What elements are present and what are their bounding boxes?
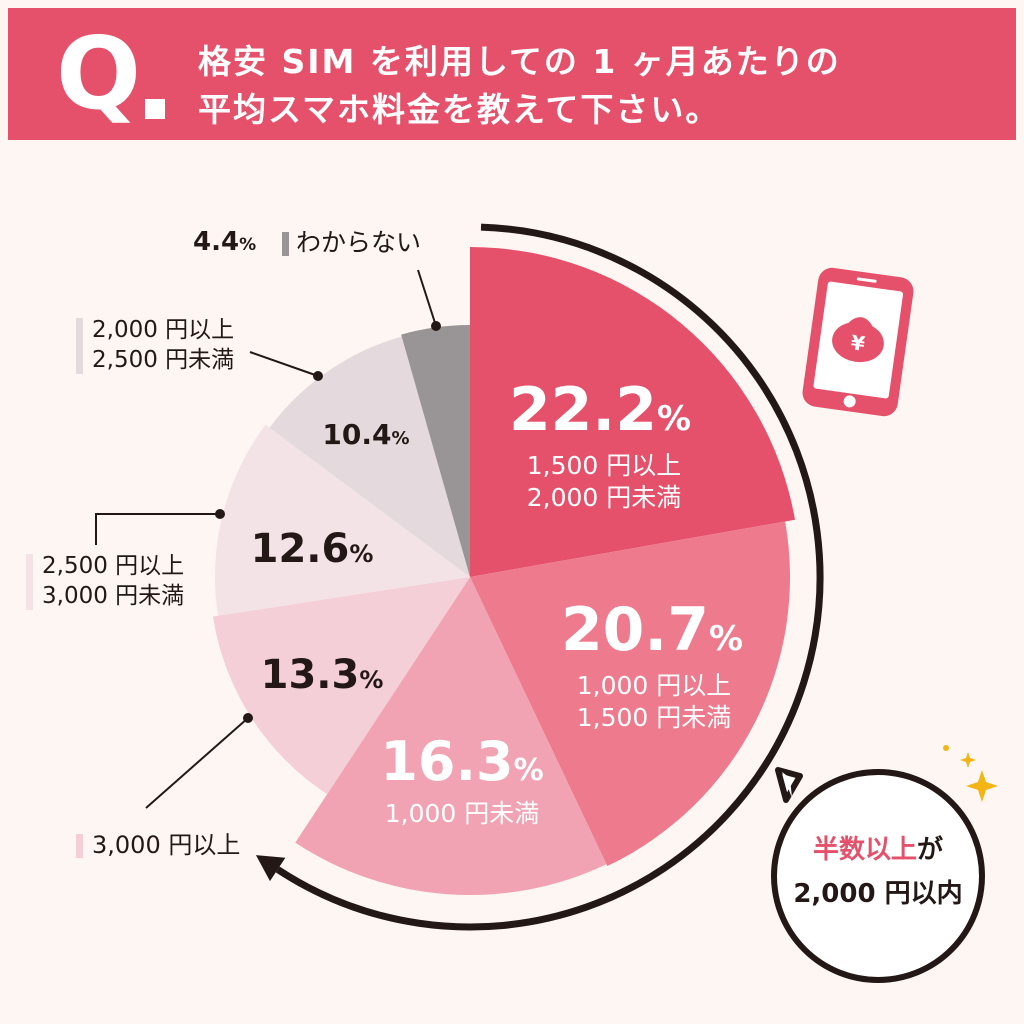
pie-slice bbox=[215, 424, 470, 616]
leader-line bbox=[249, 351, 319, 377]
callout-bubble bbox=[771, 767, 985, 983]
label-pct-dontknow: 4.4% bbox=[193, 227, 257, 257]
label-cat-3000plus: 3,000 円以上 bbox=[92, 831, 241, 859]
slice-category-label: 1,500 円未満 bbox=[577, 703, 732, 732]
leader-dot bbox=[431, 321, 441, 331]
sparkle-icon bbox=[943, 745, 998, 802]
q-mark: Q bbox=[56, 15, 141, 132]
label-cat-2500-3000-a: 2,500 円以上 bbox=[42, 553, 185, 579]
pie-slice bbox=[470, 521, 790, 867]
slice-category-label: 1,000 円以上 bbox=[577, 671, 732, 700]
label-cat-2000-2500-b: 2,500 円未満 bbox=[92, 347, 235, 373]
label-cat-2000-2500-a: 2,000 円以上 bbox=[92, 317, 235, 343]
slice-category-label: 2,000 円未満 bbox=[527, 483, 682, 512]
leader-line bbox=[417, 269, 437, 327]
svg-text:¥: ¥ bbox=[849, 330, 866, 356]
slice-value-label: 12.6% bbox=[251, 526, 374, 572]
question-line-1: 格安 SIM を利用しての 1 ヶ月あたりの bbox=[198, 42, 841, 81]
label-bar-3000plus bbox=[76, 834, 83, 858]
pie-slice bbox=[269, 336, 470, 577]
sweep-arrow bbox=[275, 223, 824, 931]
slice-value-label: 22.2% bbox=[509, 375, 691, 445]
label-cat-dontknow: わからない bbox=[296, 228, 422, 257]
label-bar-2500-3000 bbox=[26, 554, 33, 610]
callout-line2: 2,000 円以内 bbox=[793, 879, 963, 909]
smartphone-yen-icon: ¥ bbox=[802, 267, 914, 417]
slice-value-label: 20.7% bbox=[561, 595, 743, 665]
callout-accent: 半数以上 bbox=[812, 835, 917, 865]
leader-line bbox=[145, 717, 249, 809]
slice-value-label: 13.3% bbox=[261, 652, 384, 698]
label-cat-2500-3000-b: 3,000 円未満 bbox=[42, 583, 185, 609]
question-banner: Q 格安 SIM を利用しての 1 ヶ月あたりの 平均スマホ料金を教えて下さい。 bbox=[8, 8, 1016, 140]
slice-value-label: 10.4% bbox=[322, 418, 409, 451]
leader-dot bbox=[215, 509, 225, 519]
leader-line bbox=[95, 513, 220, 545]
leader-dot bbox=[243, 713, 253, 723]
pie-slice bbox=[295, 577, 607, 895]
callout-suffix: が bbox=[917, 835, 944, 865]
label-bar-dontknow bbox=[282, 232, 289, 256]
slice-value-label: 16.3% bbox=[380, 730, 543, 793]
pie-slice bbox=[470, 247, 795, 577]
q-dot bbox=[145, 99, 165, 119]
pie-slice bbox=[401, 325, 470, 577]
leader-dot bbox=[313, 371, 323, 381]
callout-text: 半数以上が 2,000 円以内 bbox=[780, 828, 976, 916]
pie-slice bbox=[213, 577, 470, 795]
sweep-arrow-head bbox=[255, 855, 286, 882]
question-line-2: 平均スマホ料金を教えて下さい。 bbox=[198, 90, 721, 129]
slice-category-label: 1,500 円以上 bbox=[527, 451, 682, 480]
slice-category-label: 1,000 円未満 bbox=[385, 799, 540, 828]
label-bar-2000-2500 bbox=[76, 318, 83, 374]
